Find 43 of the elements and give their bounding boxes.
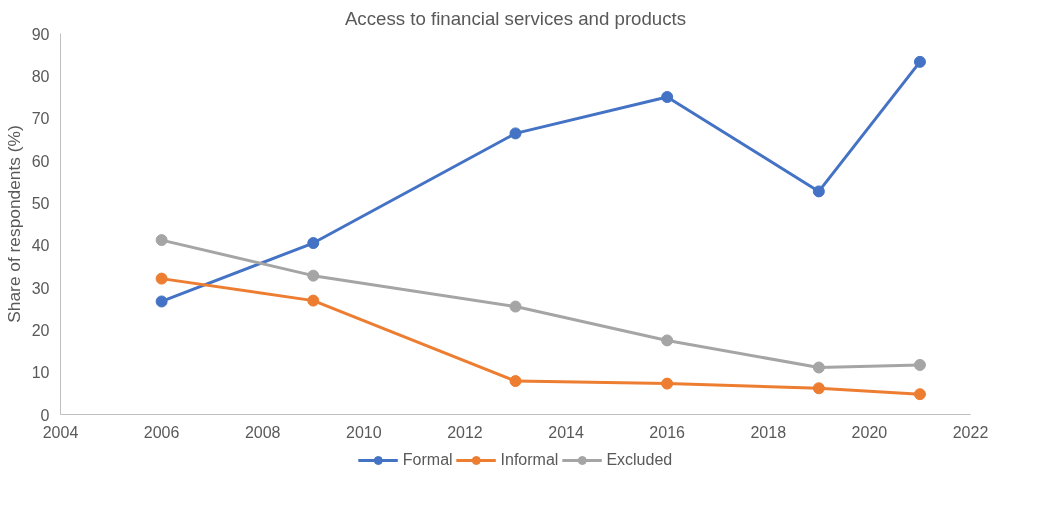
point: [509, 127, 522, 140]
point: [913, 358, 926, 371]
y-tick-label: 60: [31, 152, 50, 170]
x-tick-label: 2008: [244, 423, 281, 441]
point: [812, 361, 825, 374]
y-tick-label: 30: [31, 279, 50, 297]
x-tick-label: 2010: [346, 423, 382, 441]
x-tick-label: 2004: [42, 423, 79, 441]
point: [307, 237, 320, 250]
point: [661, 91, 674, 103]
point: [913, 55, 926, 68]
point: [307, 269, 320, 282]
y-tick-label: 20: [31, 321, 50, 339]
x-tick-label: 2014: [548, 423, 584, 441]
legend-label: Excluded: [606, 451, 673, 469]
x-tick-label: 2016: [649, 423, 686, 441]
chart-title: Access to financial services and products: [344, 7, 687, 29]
x-tick-label: 2020: [851, 423, 888, 441]
legend-label: Formal: [402, 451, 453, 469]
point: [812, 382, 825, 395]
point: [307, 294, 320, 307]
point: [509, 375, 522, 388]
x-tick-label: 2018: [750, 423, 787, 441]
y-tick-label: 50: [31, 194, 50, 212]
y-tick-label: 90: [31, 25, 50, 43]
point: [155, 234, 168, 247]
point: [661, 377, 674, 390]
y-axis-title: Share of respondents (%): [3, 125, 24, 323]
point: [155, 295, 168, 308]
point: [913, 388, 926, 401]
y-tick-label: 10: [31, 364, 50, 382]
x-tick-label: 2012: [447, 423, 483, 441]
x-tick-label: 2006: [143, 423, 180, 441]
y-tick-label: 0: [40, 406, 50, 424]
y-tick-label: 70: [31, 110, 50, 128]
x-tick-label: 2022: [952, 423, 989, 441]
point: [661, 334, 674, 347]
point: [155, 272, 168, 285]
y-tick-label: 40: [31, 237, 50, 255]
legend-label: Informal: [500, 451, 559, 469]
y-tick-label: 80: [31, 67, 50, 85]
point: [812, 185, 825, 198]
point: [509, 300, 522, 313]
